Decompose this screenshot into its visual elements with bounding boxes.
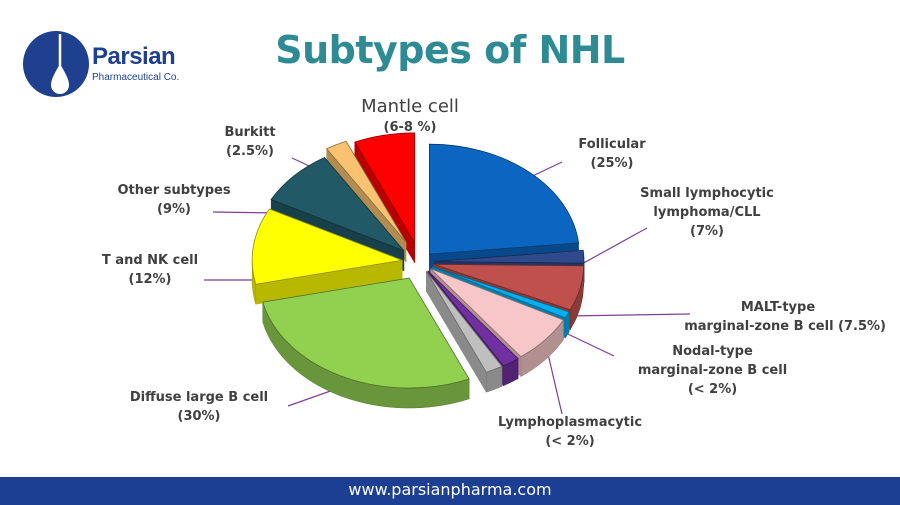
slice-top-malt-type-marginal-zone-b-cell [430,268,565,358]
label-other-name: Other subtypes [117,183,231,198]
label-burkitt-value: (2.5%) [226,144,274,159]
label-follicular: Follicular (25%) [557,135,667,173]
footer-url[interactable]: www.parsianpharma.com [348,480,552,499]
label-t-nk-cell: T and NK cell (12%) [90,251,210,289]
label-lymphoplasmacytic: Lymphoplasmacytic (< 2%) [490,413,650,451]
label-cll-name: Small lymphocytic [640,186,774,201]
pie-slices [251,132,585,409]
label-follicular-value: (25%) [590,156,634,171]
slice-top-mantle-cell [354,132,416,245]
slice-top-small-lymphocytic-lymphoma-cll [433,263,585,311]
label-nodal-type: Nodal-type marginal-zone B cell (< 2%) [630,342,795,399]
slice-top-lymphoplasmacytic [425,271,503,373]
slice-top-follicular [428,143,580,255]
footer-bar: www.parsianpharma.com [0,477,900,505]
slice-lymphoplasmacytic [425,270,503,394]
label-follicular-name: Follicular [578,137,646,152]
slice-t-and-nk-cell [251,208,404,305]
label-mantle-value: (6-8 %) [383,120,437,135]
label-malt-name: MALT-type [740,300,816,315]
leader-line-malt [567,313,691,317]
label-lympho-value: (< 2%) [545,434,595,449]
logo-subtitle: Pharmaceutical Co. [92,72,180,83]
slice-top-nodal-type-marginal-zone-b-cell [427,270,519,367]
slice-top-t-and-nk-cell [251,208,404,285]
slice-top-extra0 [433,249,585,264]
leader-line-cll [579,227,648,266]
logo-wordmark: Parsian [92,43,176,70]
label-cll-name-2: lymphoma/CLL [653,205,761,220]
label-burkitt-name: Burkitt [224,125,276,140]
label-other-subtypes: Other subtypes (9%) [104,181,244,219]
label-dlbc-value: (30%) [177,409,221,424]
label-nodal-name-2: marginal-zone B cell [637,363,788,378]
slice-top-extra1 [432,266,570,319]
parsian-logo: Parsian Pharmaceutical Co. [20,28,180,100]
label-nodal-value: (< 2%) [687,382,738,397]
label-burkitt: Burkitt (2.5%) [205,123,295,161]
label-mantle-name: Mantle cell [361,96,459,117]
label-tnk-value: (12%) [128,272,172,287]
drop-logo-icon [23,31,89,97]
label-diffuse-large-b-cell: Diffuse large B cell (30%) [124,388,274,426]
label-cll-value: (7%) [690,224,724,239]
label-small-lymphocytic: Small lymphocytic lymphoma/CLL (7%) [627,184,787,241]
slice-top-burkitt [325,140,407,243]
label-malt-value: marginal-zone B cell (7.5%) [684,319,886,334]
slice-top-diffuse-large-b-cell [262,277,470,389]
label-other-value: (9%) [157,202,191,217]
label-malt-type: MALT-type marginal-zone B cell (7.5%) [650,298,886,336]
label-nodal-name: Nodal-type [672,344,753,359]
slice-diffuse-large-b-cell [262,277,470,409]
label-tnk-name: T and NK cell [101,253,199,268]
page-title: Subtypes of NHL [275,28,625,72]
pie-chart [204,132,691,415]
slice-top-other-subtypes [270,156,405,252]
label-dlbc-name: Diffuse large B cell [129,390,269,405]
label-mantle-cell: Mantle cell (6-8 %) [340,96,480,137]
label-lympho-name: Lymphoplasmacytic [497,415,643,430]
